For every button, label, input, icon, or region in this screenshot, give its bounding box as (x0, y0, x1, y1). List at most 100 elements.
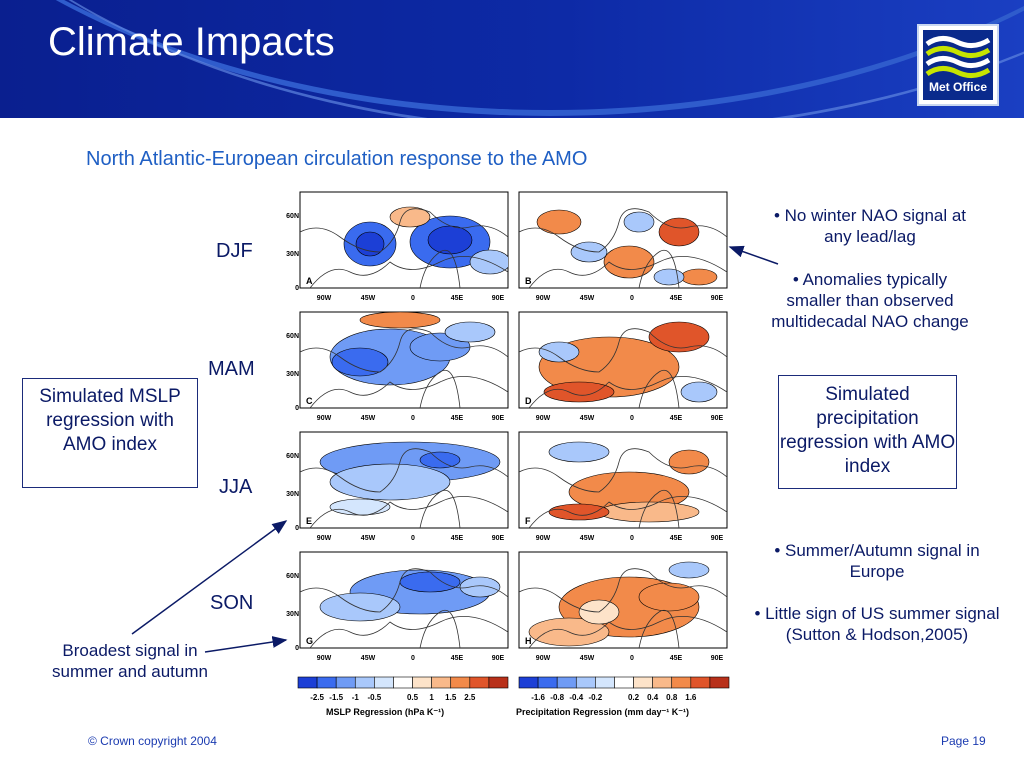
colorbar-swatch (374, 676, 394, 689)
colorbar-tick-label: 1.5 (445, 693, 457, 702)
lon-tick-label: 45W (361, 535, 376, 542)
colorbar-swatch (556, 676, 577, 689)
lat-tick-label: 0 (295, 285, 299, 292)
colorbar-tick-label: -1 (352, 693, 360, 702)
lon-tick-label: 45W (580, 415, 595, 422)
lon-tick-label: 45E (670, 415, 683, 422)
note-summer-autumn: • Summer/Autumn signal in Europe (774, 541, 980, 581)
lon-tick-label: 0 (630, 415, 634, 422)
colorbar-swatch (297, 676, 318, 689)
lon-tick-label: 0 (630, 655, 634, 662)
colorbar-swatch (393, 676, 413, 689)
mslp-map-mam: C 60N 30N 0 90W 45W 0 45E 90E (286, 311, 509, 422)
lat-tick-label: 60N (286, 333, 299, 340)
lat-tick-label: 30N (286, 251, 299, 258)
lat-tick-label: 0 (295, 645, 299, 652)
lon-tick-label: 45W (580, 535, 595, 542)
lon-tick-label: 90E (711, 655, 724, 662)
lon-tick-label: 90E (711, 535, 724, 542)
precip-map-djf: B 90W 45W 0 45E 90E (518, 191, 728, 302)
slide-header (0, 0, 1024, 118)
lon-tick-label: 45E (451, 415, 464, 422)
colorbar-swatch (690, 676, 711, 689)
lat-tick-label: 0 (295, 405, 299, 412)
colorbar-swatch (335, 676, 356, 689)
colorbar-tick-label: 0.8 (666, 693, 678, 702)
colorbar-tick-label: 1 (429, 693, 434, 702)
slide-subtitle: North Atlantic-European circulation resp… (86, 148, 588, 170)
precip-map-jja: F 90W 45W 0 45E 90E (518, 431, 728, 542)
colorbar-tick-label: -0.2 (588, 693, 602, 702)
colorbar-tick-label: -1.5 (329, 693, 343, 702)
colorbar-swatch (469, 676, 490, 689)
colorbar-tick-label: 1.6 (685, 693, 697, 702)
wave-logo-icon (925, 36, 991, 78)
lon-tick-label: 45E (451, 535, 464, 542)
colorbar-swatch (518, 676, 539, 689)
lon-tick-label: 90W (317, 535, 332, 542)
lon-tick-label: 45W (580, 655, 595, 662)
lat-tick-label: 30N (286, 491, 299, 498)
colorbar-tick-label: -1.6 (531, 693, 545, 702)
lon-tick-label: 45E (670, 535, 683, 542)
colorbar-tick-label: 2.5 (464, 693, 476, 702)
footer-page-number: Page 19 (941, 734, 986, 748)
mslp-map-djf: A 60N 30N 0 90W 45W 0 45E 90E (286, 191, 509, 302)
colorbar-tick-label: -0.8 (550, 693, 564, 702)
arrow-to-jja-mslp (131, 520, 288, 635)
colorbar-swatch (671, 676, 692, 689)
season-label-mam: MAM (208, 358, 255, 380)
lat-tick-label: 60N (286, 453, 299, 460)
lon-tick-label: 45W (361, 295, 376, 302)
season-label-son: SON (210, 592, 254, 614)
colorbar-tick-label: 0.2 (628, 693, 640, 702)
panel-letter: E (306, 516, 312, 526)
mslp-map-jja: E 60N 30N 0 90W 45W 0 45E 90E (286, 431, 509, 542)
colorbar-tick-label: -2.5 (310, 693, 324, 702)
panel-letter: C (306, 396, 313, 406)
precip-colorbar: -1.6 -0.8 -0.4 -0.2 0.2 0.4 0.8 1.6 (518, 676, 730, 702)
lon-tick-label: 0 (630, 535, 634, 542)
lon-tick-label: 90W (536, 535, 551, 542)
footer-copyright: © Crown copyright 2004 (88, 734, 217, 748)
lon-tick-label: 45W (361, 655, 376, 662)
note-us-summer: • Little sign of US summer signal (Sutto… (754, 604, 1000, 644)
lon-tick-label: 45E (451, 295, 464, 302)
panel-letter: D (525, 396, 532, 406)
lon-tick-label: 90W (317, 655, 332, 662)
colorbar-swatch (488, 676, 509, 689)
lon-tick-label: 45W (361, 415, 376, 422)
panel-letter: B (525, 276, 532, 286)
lon-tick-label: 90E (492, 295, 505, 302)
panel-letter: A (306, 276, 313, 286)
lon-tick-label: 45W (580, 295, 595, 302)
note-no-winter-nao: • No winter NAO signal at any lead/lag (773, 206, 967, 246)
colorbar-swatch (354, 676, 375, 689)
lat-tick-label: 60N (286, 573, 299, 580)
colorbar-tick-label: -0.5 (367, 693, 381, 702)
colorbar-swatch (316, 676, 337, 689)
mslp-label-box: Simulated MSLP regression with AMO index (22, 378, 198, 488)
lon-tick-label: 90W (536, 295, 551, 302)
colorbar-swatch (575, 676, 596, 689)
panel-letter: H (525, 636, 532, 646)
lon-tick-label: 90W (536, 655, 551, 662)
lon-tick-label: 90E (492, 535, 505, 542)
lon-tick-label: 0 (411, 295, 415, 302)
season-label-djf: DJF (216, 240, 253, 262)
note-broadest-signal: Broadest signal in summer and autumn (52, 641, 208, 681)
colorbar-swatch (709, 676, 730, 689)
lon-tick-label: 90E (711, 295, 724, 302)
lat-tick-label: 30N (286, 611, 299, 618)
slide-title: Climate Impacts (48, 20, 335, 64)
lon-tick-label: 90W (317, 295, 332, 302)
lon-tick-label: 45E (451, 655, 464, 662)
arrow-to-djf-precip (728, 245, 779, 265)
colorbar-swatch (652, 676, 673, 689)
lat-tick-label: 0 (295, 525, 299, 532)
colorbar-tick-label: -0.4 (569, 693, 583, 702)
logo-text: Met Office (928, 80, 987, 94)
colorbar-swatch (537, 676, 558, 689)
met-office-logo: Met Office (917, 24, 999, 106)
precip-map-son: H 90W 45W 0 45E 90E (518, 551, 728, 662)
